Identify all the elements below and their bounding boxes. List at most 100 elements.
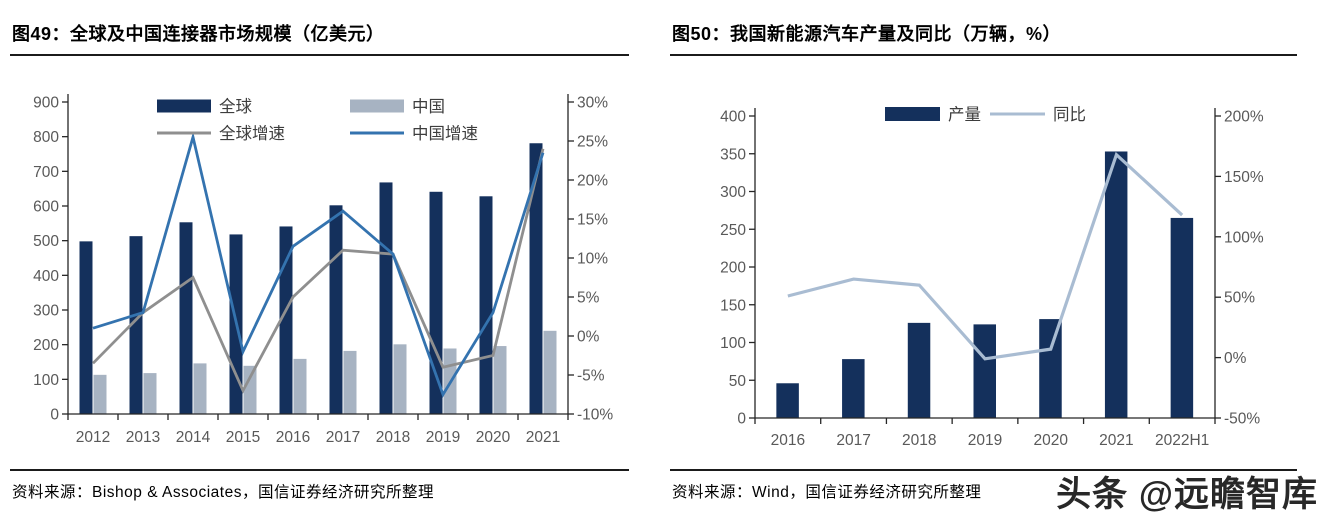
bar-中国-2018 xyxy=(393,344,407,414)
axis-labels-layer: 0 100 200 300 400 500 600 700 800 900 -10% -5% 0% 5% 1… xyxy=(33,95,613,447)
svg-text:15%: 15% xyxy=(577,212,608,229)
svg-text:-10%: -10% xyxy=(577,407,613,424)
svg-text:150: 150 xyxy=(720,297,746,314)
line-全球增速 xyxy=(92,148,545,394)
svg-text:50: 50 xyxy=(729,373,747,390)
bar-全球-2013 xyxy=(129,236,143,414)
bar-中国-2012 xyxy=(93,374,107,414)
figure-50-panel: 图50：我国新能源汽车产量及同比（万辆，%） 0 50 100 150 200 250 30… xyxy=(670,6,1323,502)
bars-layer xyxy=(776,151,1194,419)
svg-text:0: 0 xyxy=(50,407,59,424)
svg-text:100: 100 xyxy=(720,335,746,352)
svg-text:0%: 0% xyxy=(1224,350,1247,367)
bar-产量-2022H1 xyxy=(1170,217,1194,418)
bar-产量-2018 xyxy=(907,322,931,418)
svg-text:2017: 2017 xyxy=(836,432,870,449)
bar-中国-2016 xyxy=(293,358,307,414)
figure-50-source: 资料来源：Wind，国信证券经济研究所整理 xyxy=(672,484,982,501)
bar-全球-2014 xyxy=(179,222,193,414)
figure-50-source-divider xyxy=(670,469,1297,471)
svg-text:5%: 5% xyxy=(577,290,600,307)
figure-50-title: 图50：我国新能源汽车产量及同比（万辆，%） xyxy=(672,24,1062,44)
svg-text:0: 0 xyxy=(737,411,746,428)
bar-全球-2016 xyxy=(279,226,293,414)
legend-swatch-产量 xyxy=(885,107,940,121)
figure-49-source: 资料来源：Bishop & Associates，国信证券经济研究所整理 xyxy=(12,484,434,501)
svg-text:2020: 2020 xyxy=(1033,432,1068,449)
svg-text:30%: 30% xyxy=(577,95,608,112)
svg-text:2013: 2013 xyxy=(126,429,160,446)
svg-text:400: 400 xyxy=(33,268,59,285)
svg-text:200%: 200% xyxy=(1224,109,1264,126)
svg-text:400: 400 xyxy=(720,109,746,126)
nev-production-chart: 0 50 100 150 200 250 300 350 400 -50% 0% 50% 100% 150… xyxy=(720,105,1264,450)
bar-产量-2020 xyxy=(1039,319,1062,418)
toutiao-watermark: 头条 @远瞻智库 xyxy=(1056,475,1318,514)
legend-label-全球增速: 全球增速 xyxy=(219,124,285,143)
svg-text:2012: 2012 xyxy=(76,429,110,446)
legend-swatch-中国 xyxy=(350,99,404,113)
bar-全球-2020 xyxy=(479,196,493,414)
svg-text:2019: 2019 xyxy=(968,432,1002,449)
axes-layer xyxy=(749,108,1221,424)
bar-中国-2015 xyxy=(243,365,257,414)
bar-产量-2016 xyxy=(776,383,799,418)
svg-text:2017: 2017 xyxy=(326,429,360,446)
svg-text:900: 900 xyxy=(33,95,59,112)
svg-text:2021: 2021 xyxy=(526,429,560,446)
bar-产量-2017 xyxy=(842,359,865,418)
bar-产量-2021 xyxy=(1104,151,1128,419)
bar-全球-2012 xyxy=(79,241,93,414)
axes-layer xyxy=(62,94,574,420)
svg-text:20%: 20% xyxy=(577,173,608,190)
svg-text:-50%: -50% xyxy=(1224,411,1260,428)
bar-全球-2019 xyxy=(429,191,443,414)
svg-text:0%: 0% xyxy=(577,329,600,346)
legend-label-同比: 同比 xyxy=(1053,105,1086,124)
connector-market-chart: 0 100 200 300 400 500 600 700 800 900 -10% -5% 0% 5% 1… xyxy=(33,94,613,447)
svg-text:2016: 2016 xyxy=(276,429,310,446)
svg-text:800: 800 xyxy=(33,129,59,146)
lines-layer xyxy=(787,151,1184,361)
svg-text:10%: 10% xyxy=(577,251,608,268)
svg-text:250: 250 xyxy=(720,222,746,239)
svg-text:-5%: -5% xyxy=(577,368,605,385)
svg-text:2022H1: 2022H1 xyxy=(1155,432,1209,449)
svg-text:100: 100 xyxy=(33,372,59,389)
figure-49-title: 图49：全球及中国连接器市场规模（亿美元） xyxy=(12,24,385,44)
svg-text:2015: 2015 xyxy=(226,429,260,446)
bar-产量-2019 xyxy=(973,324,996,418)
line-中国增速 xyxy=(92,131,545,398)
bar-全球-2021 xyxy=(529,143,543,414)
axis-labels-layer: 0 50 100 150 200 250 300 350 400 -50% 0% 50% 100% 150… xyxy=(720,109,1264,450)
svg-text:2018: 2018 xyxy=(902,432,936,449)
svg-text:200: 200 xyxy=(720,260,746,277)
bar-中国-2017 xyxy=(343,350,357,414)
bars-layer xyxy=(79,143,557,414)
figure-49-panel: 图49：全球及中国连接器市场规模（亿美元） 0 100 200 300 400 500 60… xyxy=(10,6,655,502)
bar-中国-2013 xyxy=(143,373,157,414)
line-同比 xyxy=(787,151,1184,361)
svg-text:2021: 2021 xyxy=(1099,432,1133,449)
bar-中国-2021 xyxy=(543,330,557,414)
svg-text:100%: 100% xyxy=(1224,229,1264,246)
svg-text:600: 600 xyxy=(33,199,59,216)
svg-text:2020: 2020 xyxy=(476,429,511,446)
figure-49-title-divider xyxy=(10,54,630,56)
figure-49-source-divider xyxy=(10,469,630,471)
legend-label-中国: 中国 xyxy=(412,97,445,116)
svg-text:2016: 2016 xyxy=(771,432,805,449)
lines-layer xyxy=(92,131,545,398)
bar-中国-2014 xyxy=(193,363,207,414)
svg-text:700: 700 xyxy=(33,164,59,181)
svg-text:350: 350 xyxy=(720,146,746,163)
legend-layer: 产量 同比 xyxy=(885,105,1086,124)
svg-text:25%: 25% xyxy=(577,134,608,151)
svg-text:2014: 2014 xyxy=(176,429,211,446)
legend-label-中国增速: 中国增速 xyxy=(412,124,478,143)
bar-全球-2018 xyxy=(379,182,393,414)
svg-text:50%: 50% xyxy=(1224,290,1255,307)
svg-text:300: 300 xyxy=(720,184,746,201)
svg-text:500: 500 xyxy=(33,233,59,250)
